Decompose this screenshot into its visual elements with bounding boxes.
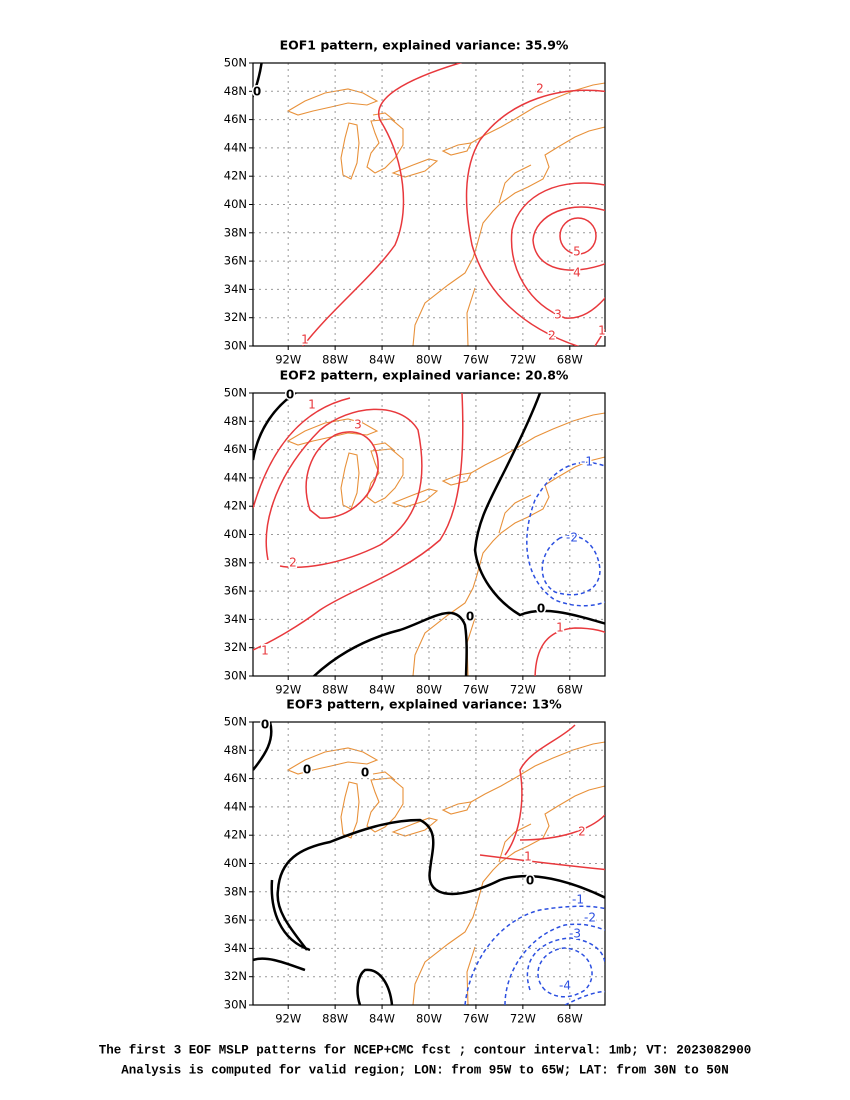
lat-label: 44N: [224, 140, 247, 154]
contour-label: 1: [598, 324, 606, 338]
map-frame: [252, 721, 606, 1006]
contour-label: 2: [578, 825, 586, 839]
lat-label: 44N: [224, 799, 247, 813]
lat-label: 30N: [224, 669, 247, 683]
lat-label: 32N: [224, 969, 247, 983]
lon-label: 88W: [322, 1012, 348, 1026]
panels: 50N 48N 46N 44N 42N 40N 38N 36N 34N 32N 30N 92W 88W 8…: [224, 38, 606, 1026]
contour-label: 5: [573, 245, 581, 259]
contour-label: 1: [308, 398, 316, 412]
contour-label: 0: [466, 610, 474, 624]
map-panel: 50N 48N 46N 44N 42N 40N 38N 36N 34N 32N 30N 92W 88W 8…: [224, 697, 606, 1026]
lat-label: 42N: [224, 828, 247, 842]
contour-label: 3: [554, 308, 562, 322]
lat-label: 50N: [224, 715, 247, 729]
contours: [253, 393, 605, 676]
contour-label: -2: [584, 911, 596, 925]
lon-label: 68W: [557, 1012, 583, 1026]
map-frame: [252, 62, 606, 347]
lon-label: 76W: [463, 1012, 489, 1026]
lat-label: 44N: [224, 470, 247, 484]
lon-label: 88W: [322, 353, 348, 367]
lon-label: 80W: [416, 353, 442, 367]
lat-label: 34N: [224, 282, 247, 296]
lat-label: 36N: [224, 913, 247, 927]
lat-label: 42N: [224, 169, 247, 183]
lon-label: 72W: [510, 1012, 536, 1026]
contour-label: -2: [566, 531, 578, 545]
lat-label: 40N: [224, 197, 247, 211]
contour-label: 3: [354, 418, 362, 432]
lon-label: 72W: [510, 353, 536, 367]
lon-label: 92W: [275, 353, 301, 367]
lat-label: 34N: [224, 612, 247, 626]
lat-label: 46N: [224, 771, 247, 785]
contour-label: 0: [286, 388, 294, 402]
contours: [253, 63, 605, 346]
lat-label: 30N: [224, 998, 247, 1012]
lat-label: 38N: [224, 884, 247, 898]
lon-label: 92W: [275, 683, 301, 697]
lat-label: 46N: [224, 442, 247, 456]
map-frame: [252, 392, 606, 677]
lat-label: 38N: [224, 555, 247, 569]
contour-label: 1: [556, 621, 564, 635]
lon-label: 80W: [416, 683, 442, 697]
lat-label: 36N: [224, 254, 247, 268]
contour-label: -1: [581, 455, 593, 469]
contours: [253, 722, 605, 1005]
contour-label: -3: [569, 927, 581, 941]
contour-label: 0: [303, 763, 311, 777]
panel-title: EOF3 pattern, explained variance: 13%: [286, 697, 562, 712]
contour-label: 1: [524, 850, 532, 864]
lat-label: 38N: [224, 225, 247, 239]
lat-label: 40N: [224, 527, 247, 541]
contour-label: 2: [289, 556, 297, 570]
lat-label: 48N: [224, 84, 247, 98]
lon-label: 76W: [463, 683, 489, 697]
lat-label: 42N: [224, 499, 247, 513]
lon-label: 68W: [557, 683, 583, 697]
lat-label: 48N: [224, 743, 247, 757]
lat-label: 46N: [224, 112, 247, 126]
contour-label: 2: [548, 329, 556, 343]
lat-label: 32N: [224, 640, 247, 654]
caption: The first 3 EOF MSLP patterns for NCEP+C…: [99, 1043, 752, 1057]
contour-label: 0: [253, 85, 261, 99]
lat-label: 50N: [224, 386, 247, 400]
contour-label: 0: [537, 602, 545, 616]
map-panel: 50N 48N 46N 44N 42N 40N 38N 36N 34N 32N 30N 92W 88W 8…: [224, 38, 606, 367]
panel-title: EOF1 pattern, explained variance: 35.9%: [280, 38, 569, 53]
lat-label: 50N: [224, 56, 247, 70]
map-panel: 50N 48N 46N 44N 42N 40N 38N 36N 34N 32N 30N 92W 88W 8…: [224, 368, 606, 697]
contour-label: 1: [301, 333, 309, 347]
contour-label: 0: [361, 766, 369, 780]
lat-label: 40N: [224, 856, 247, 870]
lon-label: 88W: [322, 683, 348, 697]
contour-label: 2: [536, 82, 544, 96]
lon-label: 84W: [369, 1012, 395, 1026]
lon-label: 84W: [369, 683, 395, 697]
panel-title: EOF2 pattern, explained variance: 20.8%: [280, 368, 569, 383]
contour-label: 0: [526, 874, 534, 888]
contour-label: -1: [572, 893, 584, 907]
caption: Analysis is computed for valid region; L…: [121, 1063, 729, 1077]
contour-label: 1: [261, 644, 269, 658]
lon-label: 68W: [557, 353, 583, 367]
contour-label: 0: [261, 718, 269, 732]
lat-label: 36N: [224, 584, 247, 598]
lon-label: 80W: [416, 1012, 442, 1026]
lat-label: 30N: [224, 339, 247, 353]
lat-label: 32N: [224, 310, 247, 324]
lat-label: 34N: [224, 941, 247, 955]
contour-label: 4: [573, 266, 581, 280]
lon-label: 92W: [275, 1012, 301, 1026]
contour-label: -4: [559, 979, 571, 993]
lon-label: 76W: [463, 353, 489, 367]
lon-label: 72W: [510, 683, 536, 697]
lat-label: 48N: [224, 414, 247, 428]
lon-label: 84W: [369, 353, 395, 367]
